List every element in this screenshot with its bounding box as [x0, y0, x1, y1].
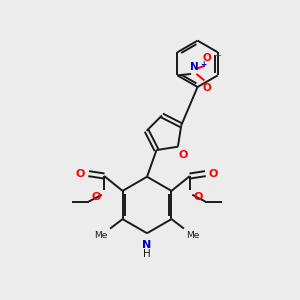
Text: O: O: [203, 83, 212, 93]
Text: O: O: [194, 192, 203, 202]
Text: O: O: [76, 169, 85, 178]
Text: N: N: [190, 61, 199, 71]
Text: −: −: [214, 51, 222, 61]
Text: O: O: [203, 52, 212, 63]
Text: O: O: [209, 169, 218, 178]
Text: H: H: [143, 249, 151, 259]
Text: O: O: [178, 150, 188, 160]
Text: N: N: [142, 240, 152, 250]
Text: Me: Me: [186, 231, 200, 240]
Text: Me: Me: [94, 231, 108, 240]
Text: O: O: [91, 192, 101, 202]
Text: +: +: [200, 60, 206, 69]
